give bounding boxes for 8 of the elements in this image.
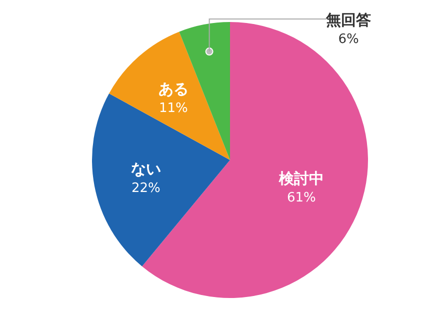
data-label: 11% bbox=[158, 100, 188, 116]
slice-label: ある bbox=[158, 80, 188, 98]
slice-label: 検討中 bbox=[278, 170, 324, 188]
slice-label: ない bbox=[130, 160, 161, 178]
data-label: 6% bbox=[338, 32, 359, 47]
data-label: 61% bbox=[286, 190, 316, 206]
data-label: 22% bbox=[132, 181, 160, 196]
slice-label: 無回答 bbox=[325, 11, 372, 29]
